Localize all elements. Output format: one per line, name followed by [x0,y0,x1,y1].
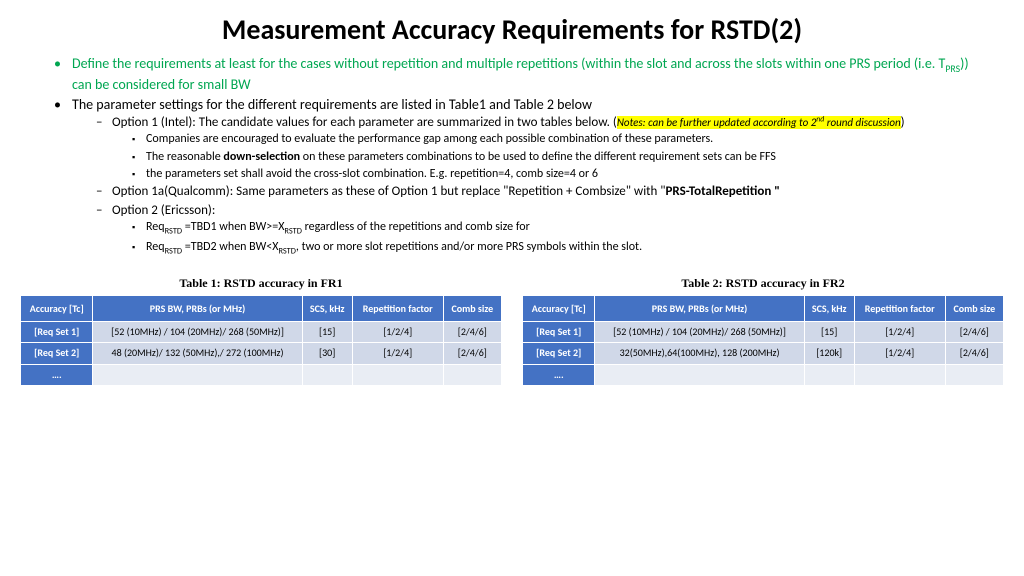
table-header-cell: Accuracy [Tc] [21,295,93,321]
table-header-cell: Accuracy [Tc] [523,295,595,321]
table-cell: 32(50MHz),64(100MHz), 128 (200MHz) [595,343,804,365]
table-row: …. [523,364,1004,386]
sq-1: Companies are encouraged to evaluate the… [130,131,979,147]
table-header-cell: Comb size [443,295,501,321]
table-cell: [2/4/6] [443,343,501,365]
table-cell: [2/4/6] [945,343,1003,365]
table-cell: [15] [804,321,854,343]
table-header-cell: Repetition factor [352,295,443,321]
table-cell: [1/2/4] [352,321,443,343]
table-header-cell: PRS BW, PRBs (or MHz) [93,295,302,321]
table-row: [Req Set 2]32(50MHz),64(100MHz), 128 (20… [523,343,1004,365]
table-cell [804,364,854,386]
table-row: …. [21,364,502,386]
table-header-cell: SCS, kHz [804,295,854,321]
tables-container: Table 1: RSTD accuracy in FR1 Accuracy [… [0,276,1024,387]
table-cell [352,364,443,386]
option-1a: Option 1a(Qualcomm): Same parameters as … [94,183,979,201]
table-cell: [2/4/6] [443,321,501,343]
slide-title: Measurement Accuracy Requirements for RS… [0,0,1024,55]
sq-2: The reasonable down-selection on these p… [130,149,979,165]
table-2-caption: Table 2: RSTD accuracy in FR2 [522,276,1004,291]
table-cell: [52 (10MHz) / 104 (20MHz)/ 268 (50MHz)] [93,321,302,343]
table-header-cell: Repetition factor [854,295,945,321]
table-cell: [15] [302,321,352,343]
table-1-caption: Table 1: RSTD accuracy in FR1 [20,276,502,291]
table-cell [854,364,945,386]
option-2: Option 2 (Ericsson): ReqRSTD =TBD1 when … [94,202,979,258]
table-cell [443,364,501,386]
table-cell: [2/4/6] [945,321,1003,343]
table-row-header: [Req Set 1] [21,321,93,343]
table-cell: [52 (10MHz) / 104 (20MHz)/ 268 (50MHz)] [595,321,804,343]
table-1: Accuracy [Tc]PRS BW, PRBs (or MHz)SCS, k… [20,295,502,387]
table-row-header: [Req Set 1] [523,321,595,343]
table-cell: [1/2/4] [854,343,945,365]
table-cell: [30] [302,343,352,365]
e1: ReqRSTD =TBD1 when BW>=XRSTD regardless … [130,219,979,238]
table-row-header: …. [21,364,93,386]
table-2-wrap: Table 2: RSTD accuracy in FR2 Accuracy [… [522,276,1004,387]
sq-3: the parameters set shall avoid the cross… [130,166,979,182]
table-cell: [1/2/4] [352,343,443,365]
table-header-cell: Comb size [945,295,1003,321]
table-row-header: …. [523,364,595,386]
table-header-cell: PRS BW, PRBs (or MHz) [595,295,804,321]
table-2: Accuracy [Tc]PRS BW, PRBs (or MHz)SCS, k… [522,295,1004,387]
table-1-header-row: Accuracy [Tc]PRS BW, PRBs (or MHz)SCS, k… [21,295,502,321]
table-row: [Req Set 1][52 (10MHz) / 104 (20MHz)/ 26… [523,321,1004,343]
table-1-wrap: Table 1: RSTD accuracy in FR1 Accuracy [… [20,276,502,387]
table-cell: [120k] [804,343,854,365]
table-2-header-row: Accuracy [Tc]PRS BW, PRBs (or MHz)SCS, k… [523,295,1004,321]
table-cell [945,364,1003,386]
table-header-cell: SCS, kHz [302,295,352,321]
table-cell [93,364,302,386]
table-row: [Req Set 2]48 (20MHz)/ 132 (50MHz),/ 272… [21,343,502,365]
bullet-content: Define the requirements at least for the… [0,55,1024,258]
table-row: [Req Set 1][52 (10MHz) / 104 (20MHz)/ 26… [21,321,502,343]
table-cell [302,364,352,386]
option-1: Option 1 (Intel): The candidate values f… [94,114,979,182]
table-cell [595,364,804,386]
bullet-2: The parameter settings for the different… [50,96,979,258]
table-cell: 48 (20MHz)/ 132 (50MHz),/ 272 (100MHz) [93,343,302,365]
table-cell: [1/2/4] [854,321,945,343]
e2: ReqRSTD =TBD2 when BW<XRSTD, two or more… [130,239,979,258]
table-row-header: [Req Set 2] [523,343,595,365]
bullet-1: Define the requirements at least for the… [50,55,979,94]
table-row-header: [Req Set 2] [21,343,93,365]
